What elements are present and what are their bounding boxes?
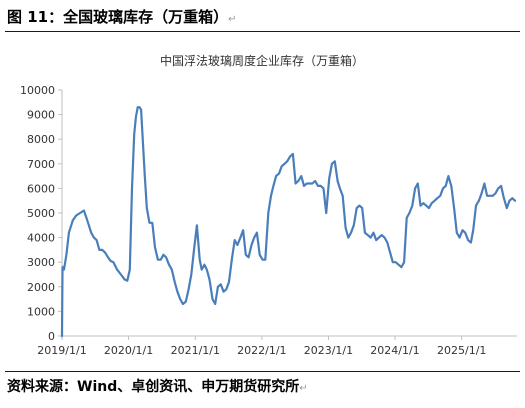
y-tick-label: 5000 [27, 207, 55, 220]
paragraph-mark-icon: ↵ [228, 14, 237, 25]
x-axis: 2019/1/1 2020/1/1 2021/1/1 2022/1/1 2023/1/1… [37, 335, 517, 357]
source-note: 资料来源：Wind、卓创资讯、申万期货研究所 [7, 379, 300, 395]
x-tick-label: 2022/1/1 [237, 344, 286, 357]
y-tick-label: 3000 [27, 256, 55, 269]
series-line [60, 106, 517, 338]
paragraph-mark-icon: ↵ [299, 383, 308, 394]
x-tick-label: 2020/1/1 [104, 344, 153, 357]
source-row: 资料来源：Wind、卓创资讯、申万期货研究所↵ [7, 375, 518, 399]
chart-title: 中国浮法玻璃周度企业库存（万重箱） [160, 53, 364, 68]
inventory-line-chart: 中国浮法玻璃周度企业库存（万重箱） 0 1000 2000 3000 4000 5000 6… [20, 53, 517, 357]
x-tick-label: 2019/1/1 [37, 344, 86, 357]
y-axis: 0 1000 2000 3000 4000 5000 6000 7000 8000 9000 100… [20, 84, 63, 343]
x-tick-label: 2024/1/1 [370, 344, 419, 357]
y-tick-label: 7000 [27, 158, 55, 171]
top-divider [5, 31, 520, 32]
x-tick-label: 2021/1/1 [171, 344, 220, 357]
y-tick-label: 6000 [27, 182, 55, 195]
bottom-divider [5, 371, 520, 372]
x-tick-label: 2023/1/1 [304, 344, 353, 357]
figure-title: 图 11：全国玻璃库存（万重箱） [7, 8, 229, 26]
y-tick-label: 1000 [27, 305, 55, 318]
y-tick-label: 10000 [20, 84, 55, 97]
figure-title-row: 图 11：全国玻璃库存（万重箱）↵ [7, 5, 518, 29]
y-tick-label: 9000 [27, 109, 55, 122]
y-tick-label: 8000 [27, 133, 55, 146]
y-tick-label: 4000 [27, 232, 55, 245]
y-tick-label: 0 [48, 330, 55, 343]
x-tick-label: 2025/1/1 [437, 344, 486, 357]
plot-area [60, 106, 517, 338]
y-tick-label: 2000 [27, 281, 55, 294]
